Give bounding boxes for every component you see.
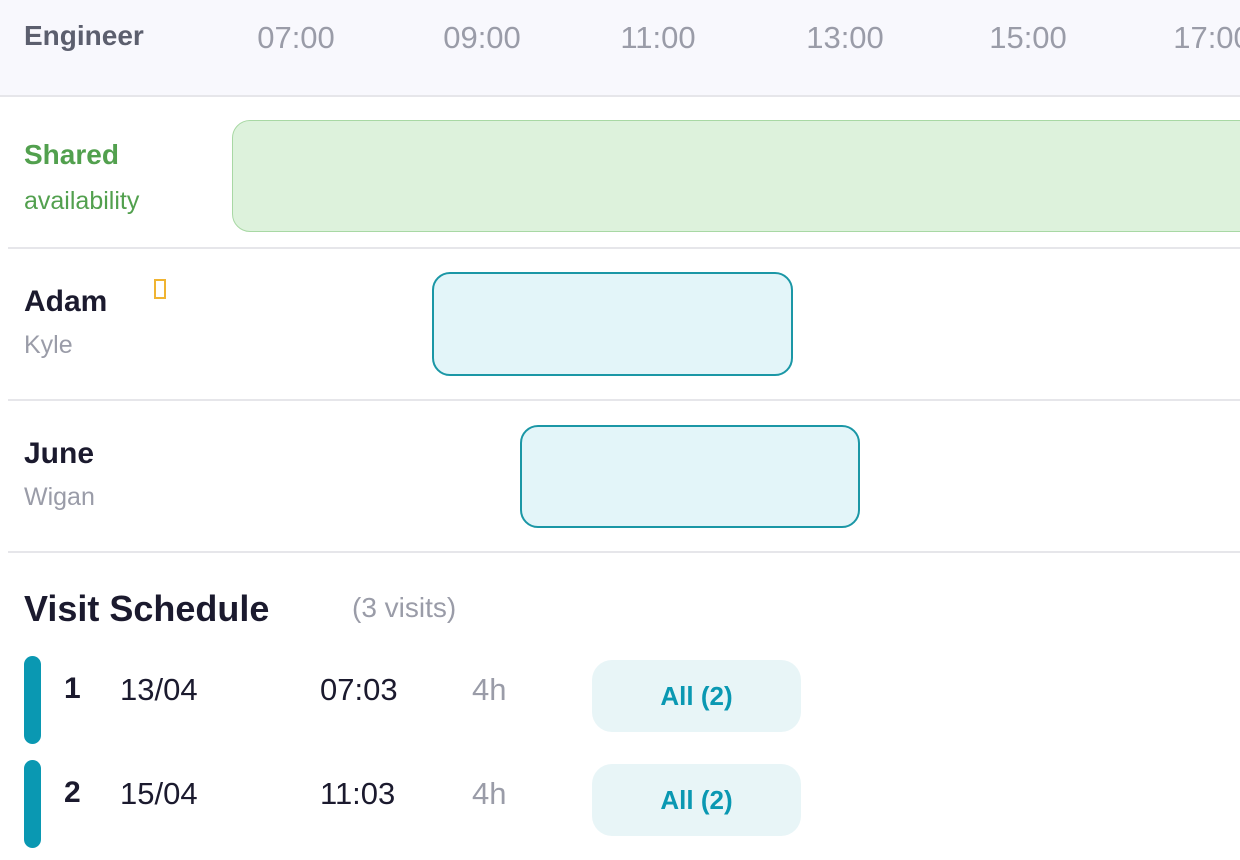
assign-engineers-button[interactable]: All (2) — [592, 660, 801, 732]
row-sub: Kyle — [24, 331, 73, 359]
visit-row: 2 15/04 11:03 4h All (2) — [24, 760, 824, 848]
shared-availability-bar[interactable] — [232, 120, 1240, 232]
time-tick: 13:00 — [806, 20, 884, 55]
visit-schedule-title: Visit Schedule — [24, 588, 270, 629]
availability-block[interactable] — [432, 272, 793, 376]
visit-color-bar — [24, 656, 41, 744]
assign-engineers-button[interactable]: All (2) — [592, 764, 801, 836]
time-tick: 11:00 — [620, 20, 696, 55]
row-sub: availability — [24, 187, 140, 215]
visit-date: 13/04 — [120, 672, 198, 707]
row-name: June — [24, 437, 95, 470]
visit-row: 1 13/04 07:03 4h All (2) — [24, 656, 824, 744]
visit-color-bar — [24, 760, 41, 848]
visit-duration: 4h — [472, 672, 507, 707]
visit-time: 11:03 — [320, 776, 396, 811]
timeline-header: Engineer 07:00 09:00 11:00 13:00 15:00 1… — [0, 0, 1240, 97]
row-name: Shared — [24, 139, 119, 170]
row-engineer-adam[interactable]: Adam Kyle — [8, 249, 1240, 401]
time-tick: 09:00 — [443, 20, 521, 55]
time-tick: 17:00 — [1173, 20, 1240, 55]
row-name: Adam — [24, 285, 108, 318]
visit-number: 1 — [64, 672, 81, 705]
visit-date: 15/04 — [120, 776, 198, 811]
visit-number: 2 — [64, 776, 81, 809]
engineer-column-label: Engineer — [24, 20, 144, 51]
row-sub: Wigan — [24, 483, 95, 511]
availability-block[interactable] — [520, 425, 860, 528]
row-engineer-june[interactable]: June Wigan — [8, 401, 1240, 553]
visit-duration: 4h — [472, 776, 507, 811]
visit-time: 07:03 — [320, 672, 398, 707]
warning-rectangle-icon — [154, 279, 166, 299]
time-tick: 15:00 — [989, 20, 1067, 55]
time-tick: 07:00 — [257, 20, 335, 55]
visit-count: (3 visits) — [352, 592, 457, 623]
row-shared-availability: Shared availability — [8, 97, 1240, 249]
